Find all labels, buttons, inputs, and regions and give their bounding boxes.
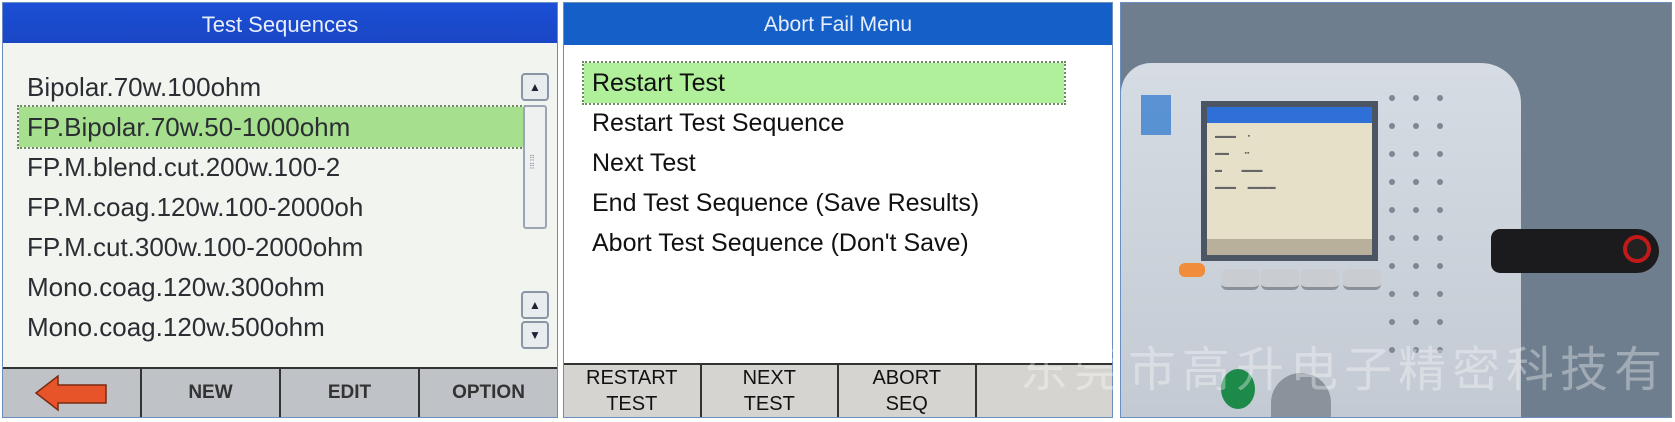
vent-hole	[1413, 207, 1419, 213]
green-button	[1221, 369, 1255, 409]
screen-row: ▬ ▬▬▬	[1215, 167, 1263, 174]
triangle-down-icon: ▼	[529, 328, 541, 342]
button-label: NEXT	[742, 367, 796, 389]
menu-list: Restart Test Restart Test Sequence Next …	[582, 61, 1066, 263]
device-photo: ▬▬▬ ▪ ▬▬ ▪▪ ▬ ▬▬▬ ▬▬▬ ▬▬▬▬	[1120, 2, 1672, 418]
button-label: SEQ	[885, 393, 928, 415]
list-item[interactable]: Bipolar.70w.100ohm	[27, 72, 262, 102]
vent-hole	[1437, 319, 1443, 325]
vent-hole	[1437, 95, 1443, 101]
vent-hole	[1389, 347, 1395, 353]
vent-hole	[1413, 291, 1419, 297]
list-item-selected[interactable]: FP.Bipolar.70w.50-1000ohm	[17, 105, 526, 149]
softkey-bar: NEW EDIT OPTION	[3, 367, 557, 417]
vent-hole	[1413, 263, 1419, 269]
device-softkey-bar	[1207, 239, 1372, 255]
page-down-button[interactable]: ▼	[521, 321, 549, 349]
list-item[interactable]: Mono.coag.120w.500ohm	[27, 312, 325, 342]
vent-hole	[1437, 235, 1443, 241]
left-arrow-icon	[34, 374, 107, 412]
vent-hole	[1413, 235, 1419, 241]
device-softkey	[1221, 269, 1259, 290]
next-test-button[interactable]: NEXT TEST	[702, 365, 839, 417]
menu-item-restart-sequence[interactable]: Restart Test Sequence	[592, 109, 845, 137]
device-softkey	[1343, 269, 1381, 290]
vent-hole	[1413, 179, 1419, 185]
orange-button	[1179, 263, 1205, 277]
vent-hole	[1389, 207, 1395, 213]
watermark: 东莞市高升电子精密科技有限公司	[1020, 342, 1675, 398]
test-sequences-screen: Test Sequences Bipolar.70w.100ohm FP.Bip…	[2, 2, 558, 418]
triangle-up-icon: ▲	[529, 80, 541, 94]
vent-hole	[1437, 347, 1443, 353]
screen-row: ▬▬▬ ▬▬▬▬	[1215, 184, 1276, 191]
sequence-list: Bipolar.70w.100ohm FP.Bipolar.70w.50-100…	[17, 67, 526, 347]
vent-hole	[1413, 95, 1419, 101]
softkey-bar: RESTART TEST NEXT TEST ABORT SEQ	[564, 363, 1112, 417]
vent-hole	[1389, 123, 1395, 129]
vent-hole	[1437, 263, 1443, 269]
vent-hole	[1389, 95, 1395, 101]
new-button[interactable]: NEW	[142, 369, 281, 417]
vent-hole	[1389, 235, 1395, 241]
button-label: TEST	[606, 393, 658, 415]
scrollbar[interactable]: ▲ ⠿ ⠿ ▲ ▼	[521, 73, 551, 353]
rotary-knob	[1271, 373, 1331, 417]
back-button[interactable]	[3, 369, 142, 417]
scroll-up-button[interactable]: ▲	[521, 73, 549, 101]
menu-item-end-sequence[interactable]: End Test Sequence (Save Results)	[592, 189, 980, 217]
vent-hole	[1437, 179, 1443, 185]
menu-item-next-test[interactable]: Next Test	[592, 149, 696, 177]
usb-drive	[1491, 229, 1659, 273]
grip-icon: ⠿ ⠿	[529, 154, 536, 171]
list-item[interactable]: FP.M.cut.300w.100-2000ohm	[27, 232, 364, 262]
screen-title: Test Sequences	[3, 3, 557, 43]
menu-item-restart-test[interactable]: Restart Test	[582, 61, 1066, 105]
abort-seq-button[interactable]: ABORT SEQ	[839, 365, 977, 417]
restart-test-button[interactable]: RESTART TEST	[564, 365, 702, 417]
abort-fail-menu-screen: Abort Fail Menu Restart Test Restart Tes…	[563, 2, 1113, 418]
usb-ring	[1623, 235, 1651, 263]
vent-hole	[1389, 179, 1395, 185]
list-item[interactable]: FP.M.blend.cut.200w.100-2	[27, 152, 341, 182]
screen-row: ▬▬▬ ▪	[1215, 133, 1251, 140]
device-softkey	[1261, 269, 1299, 290]
button-label: ABORT	[872, 367, 942, 389]
list-item[interactable]: FP.M.coag.120w.100-2000oh	[27, 192, 364, 222]
page-up-button[interactable]: ▲	[521, 291, 549, 319]
screen-title: Abort Fail Menu	[564, 3, 1112, 45]
button-label: RESTART	[586, 367, 678, 389]
vent-hole	[1413, 151, 1419, 157]
vent-hole	[1413, 319, 1419, 325]
button-label: TEST	[743, 393, 795, 415]
list-item[interactable]: Mono.coag.120w.300ohm	[27, 272, 325, 302]
option-button[interactable]: OPTION	[452, 382, 525, 403]
device-screen: ▬▬▬ ▪ ▬▬ ▪▪ ▬ ▬▬▬ ▬▬▬ ▬▬▬▬	[1201, 101, 1378, 261]
vent-hole	[1389, 263, 1395, 269]
menu-item-abort-sequence[interactable]: Abort Test Sequence (Don't Save)	[592, 229, 969, 257]
vent-hole	[1437, 123, 1443, 129]
vent-hole	[1437, 151, 1443, 157]
device-screen-titlebar	[1207, 107, 1372, 123]
vent-hole	[1437, 291, 1443, 297]
vent-hole	[1389, 319, 1395, 325]
vent-hole	[1437, 207, 1443, 213]
brand-logo	[1141, 95, 1171, 135]
edit-button[interactable]: EDIT	[281, 369, 420, 417]
vent-hole	[1389, 291, 1395, 297]
scrollbar-thumb[interactable]: ⠿ ⠿	[523, 105, 547, 229]
device-softkey	[1301, 269, 1339, 290]
vent-hole	[1389, 151, 1395, 157]
vent-hole	[1413, 123, 1419, 129]
triangle-up-icon: ▲	[529, 298, 541, 312]
vent-hole	[1413, 347, 1419, 353]
screen-row: ▬▬ ▪▪	[1215, 150, 1250, 157]
